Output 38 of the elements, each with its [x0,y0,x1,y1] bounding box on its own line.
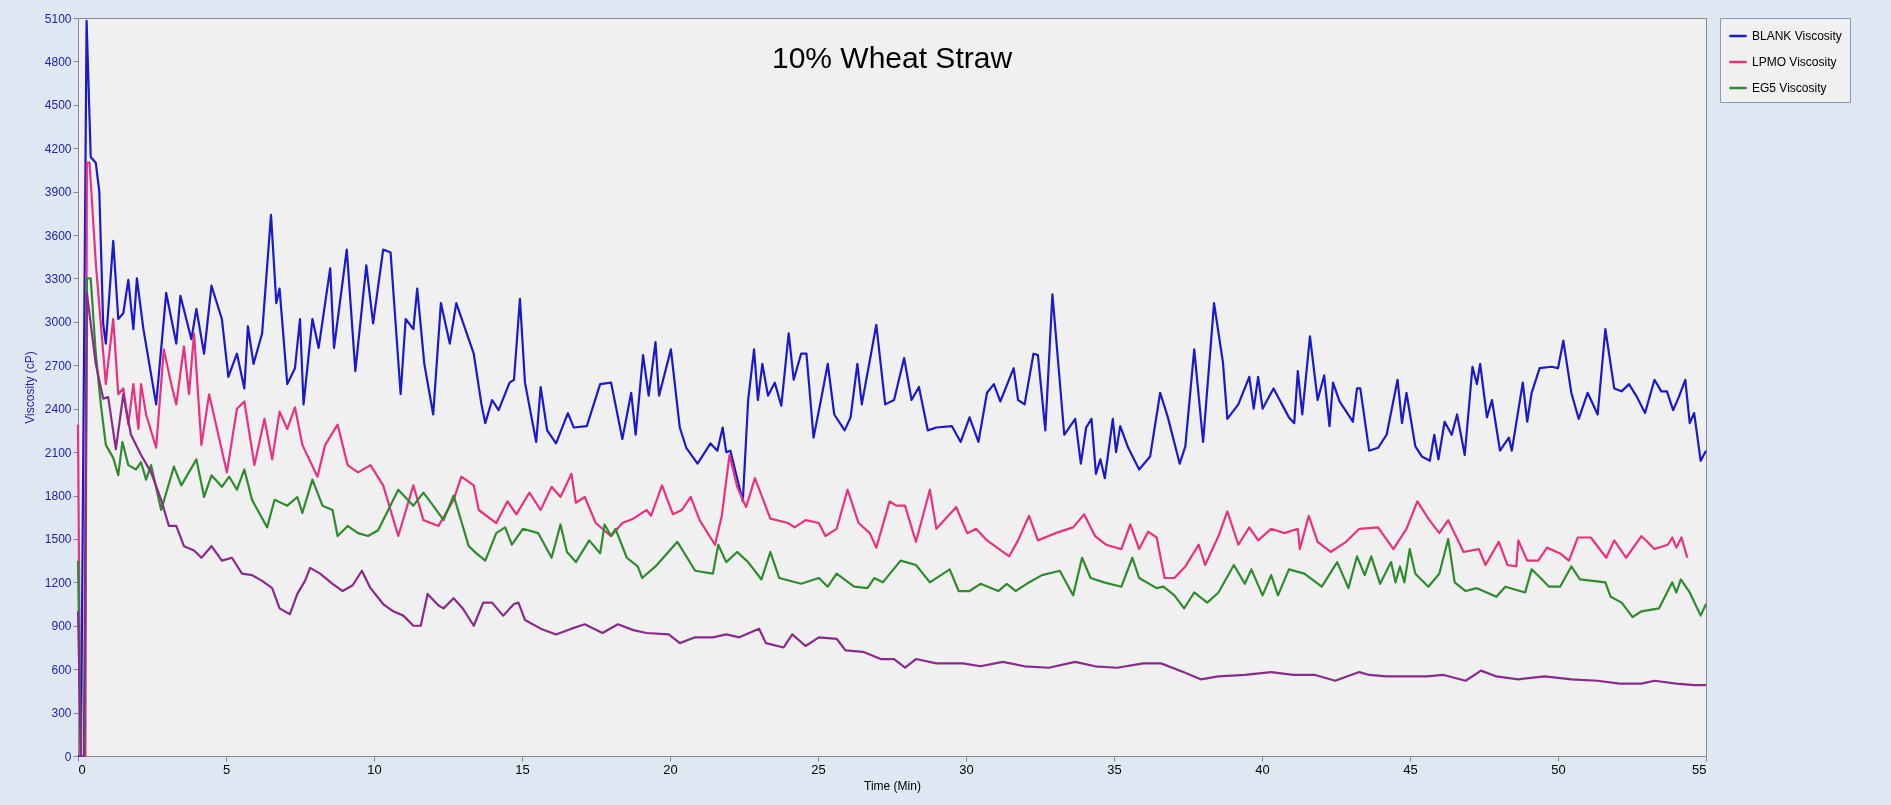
x-tick-label: 50 [1551,761,1566,777]
legend-label: LPMO Viscosity [1752,55,1837,69]
x-tick-label: 10 [367,761,382,777]
x-tick-label: 30 [959,761,974,777]
x-tick-label: 5 [222,761,231,777]
x-tick-label: 45 [1403,761,1418,777]
y-axis-title: Viscosity (cP) [22,351,37,424]
x-tick-label: 40 [1255,761,1270,777]
x-tick-label: 25 [811,761,826,777]
y-tick-label: 1800 [44,489,72,504]
x-tick-label: 20 [663,761,678,777]
y-tick-label: 3600 [44,228,72,243]
y-tick-label: 2400 [44,402,72,417]
y-tick-label: 4800 [44,54,72,69]
y-tick-label: 0 [64,749,72,764]
y-tick-label: 3900 [44,185,72,200]
y-tick-label: 3000 [44,315,72,330]
y-tick-label: 4200 [44,141,72,156]
x-tick-label: 35 [1107,761,1122,777]
y-tick-label: 600 [51,662,72,677]
x-tick-label: 15 [515,761,530,777]
y-tick-label: 2100 [44,445,72,460]
y-tick-label: 1200 [44,575,72,590]
x-tick-label: 0 [78,761,86,777]
y-tick-label: 300 [51,706,72,721]
y-tick-label: 900 [51,619,72,634]
line-series [76,19,1708,758]
y-tick-label: 5100 [44,11,72,26]
legend-label: EG5 Viscosity [1752,81,1827,95]
y-tick-label: 4500 [44,98,72,113]
y-tick-label: 1500 [44,532,72,547]
text: 10% Wheat Straw [771,41,1013,74]
y-tick-label: 2700 [44,358,72,373]
x-tick-label: 55 [1692,761,1707,777]
legend-label: BLANK Viscosity [1752,29,1842,43]
y-tick-label: 3300 [44,271,72,286]
x-axis-title: Time (Min) [864,778,921,793]
line-series [76,161,1689,758]
